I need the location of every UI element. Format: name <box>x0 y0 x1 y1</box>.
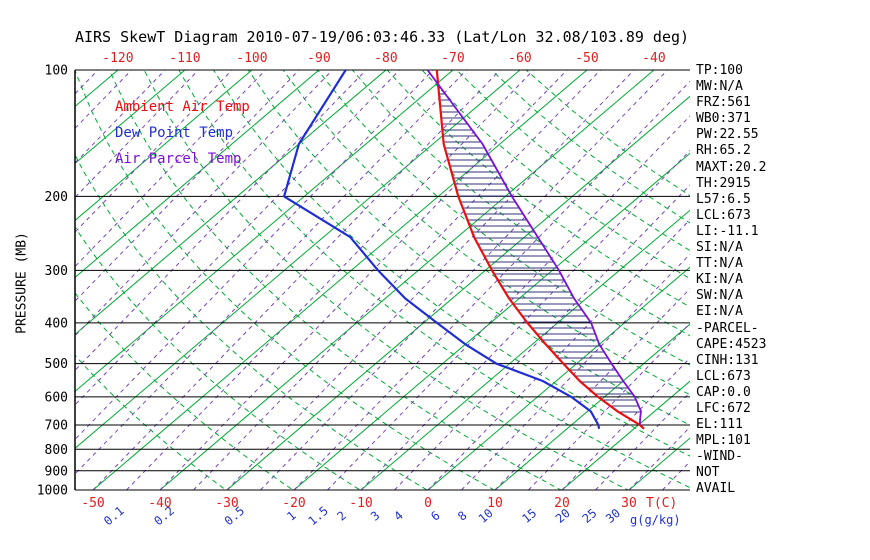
stat-line: LFC:672 <box>696 400 751 416</box>
temp-tick-label-top: -80 <box>374 51 397 66</box>
ambient-temp-curve <box>435 70 645 430</box>
legend-dew-point: Dew Point Temp <box>115 125 234 141</box>
mixing-ratio-tick-label: 2 <box>334 508 349 523</box>
stat-line: WB0:371 <box>696 111 751 127</box>
pressure-tick-label: 400 <box>45 316 68 331</box>
mixing-ratio-tick-label: 1.5 <box>305 504 331 529</box>
stat-line: LCL:673 <box>696 207 751 223</box>
stat-line: RH:65.2 <box>696 143 751 159</box>
stat-line: CAP:0.0 <box>696 384 751 400</box>
stat-line: NOT <box>696 465 720 481</box>
pressure-tick-label: 800 <box>45 443 68 458</box>
temp-tick-label-top: -50 <box>575 51 598 66</box>
temp-tick-label-top: -60 <box>508 51 531 66</box>
mixing-ratio-tick-label: 0.1 <box>101 504 127 529</box>
legend: Ambient Air Temp Dew Point Temp Air Parc… <box>115 94 250 172</box>
mixing-ratio-tick-label: 6 <box>428 508 443 523</box>
pressure-tick-label: 1000 <box>37 484 68 499</box>
temp-tick-label-bottom: 30 <box>621 496 637 511</box>
stat-line: KI:N/A <box>696 272 743 288</box>
pressure-tick-label: 200 <box>45 190 68 205</box>
stat-line: LI:-11.1 <box>696 223 759 239</box>
temp-tick-label-bottom: -30 <box>215 496 238 511</box>
dewpoint-curve <box>283 70 601 430</box>
mixing-ratio-tick-label: 25 <box>580 506 600 526</box>
temp-tick-label-top: -110 <box>169 51 200 66</box>
temp-tick-label-top: -70 <box>441 51 464 66</box>
stat-line: SI:N/A <box>696 240 743 256</box>
temp-axis-unit-label: T(C) <box>646 496 677 511</box>
pressure-tick-label: 100 <box>45 64 68 79</box>
stat-line: -PARCEL- <box>696 320 759 336</box>
mixing-ratio-tick-label: 3 <box>368 508 383 523</box>
stat-line: MPL:101 <box>696 433 751 449</box>
stat-line: L57:6.5 <box>696 191 751 207</box>
legend-air-parcel: Air Parcel Temp <box>115 151 242 167</box>
mixing-ratio-tick-label: 4 <box>391 508 406 523</box>
dry-adiabat-lines <box>75 70 690 490</box>
legend-ambient-temp: Ambient Air Temp <box>115 99 250 115</box>
temp-tick-label-top: -90 <box>307 51 330 66</box>
pressure-tick-label: 600 <box>45 390 68 405</box>
temp-tick-label-bottom: 10 <box>487 496 503 511</box>
stat-line: TP:100 <box>696 63 743 78</box>
stat-line: CAPE:4523 <box>696 336 767 352</box>
stat-line: MW:N/A <box>696 79 743 95</box>
chart-title: AIRS SkewT Diagram 2010-07-19/06:03:46.3… <box>74 28 690 46</box>
stat-line: SW:N/A <box>696 288 743 304</box>
pressure-tick-label: 500 <box>45 357 68 372</box>
temp-tick-label-bottom: -20 <box>282 496 305 511</box>
stat-line: EI:N/A <box>696 304 743 320</box>
mixing-ratio-tick-label: 8 <box>455 508 470 523</box>
stat-line: LCL:673 <box>696 368 751 384</box>
temp-tick-label-bottom: -40 <box>148 496 171 511</box>
pressure-axis-label: PRESSURE (MB) <box>14 232 30 334</box>
mixing-ratio-tick-label: 30 <box>603 506 623 526</box>
stats-panel: TP:100 MW:N/A FRZ:561 WB0:371 PW:22.55 RH:65.… <box>696 63 766 498</box>
temp-tick-label-top: -40 <box>642 51 665 66</box>
temp-tick-label-bottom: -10 <box>349 496 372 511</box>
cape-hatch-area <box>438 87 641 413</box>
stat-line: AVAIL <box>696 481 736 497</box>
parcel-temp-curve <box>426 70 642 425</box>
pressure-gridlines <box>74 69 690 491</box>
mixing-ratio-tick-label: 15 <box>519 506 539 526</box>
stat-line: EL:111 <box>696 417 743 433</box>
stat-line: TH:2915 <box>696 175 751 191</box>
temp-tick-label-top: -100 <box>236 51 267 66</box>
pressure-tick-label: 900 <box>45 464 68 479</box>
temp-tick-label-bottom: 0 <box>424 496 432 511</box>
temp-tick-label-bottom: 20 <box>554 496 570 511</box>
mixing-ratio-unit-label: g(g/kg) <box>630 513 681 527</box>
pressure-tick-label: 700 <box>45 418 68 433</box>
stat-line: CINH:131 <box>696 352 759 368</box>
stat-line: PW:22.55 <box>696 127 759 143</box>
stat-line: -WIND- <box>696 449 743 465</box>
stat-line: TT:N/A <box>696 256 743 272</box>
temp-tick-label-bottom: -50 <box>81 496 104 511</box>
stat-line: FRZ:561 <box>696 95 751 111</box>
pressure-tick-label: 300 <box>45 264 68 279</box>
stat-line: MAXT:20.2 <box>696 159 767 175</box>
temp-tick-label-top: -120 <box>102 51 133 66</box>
